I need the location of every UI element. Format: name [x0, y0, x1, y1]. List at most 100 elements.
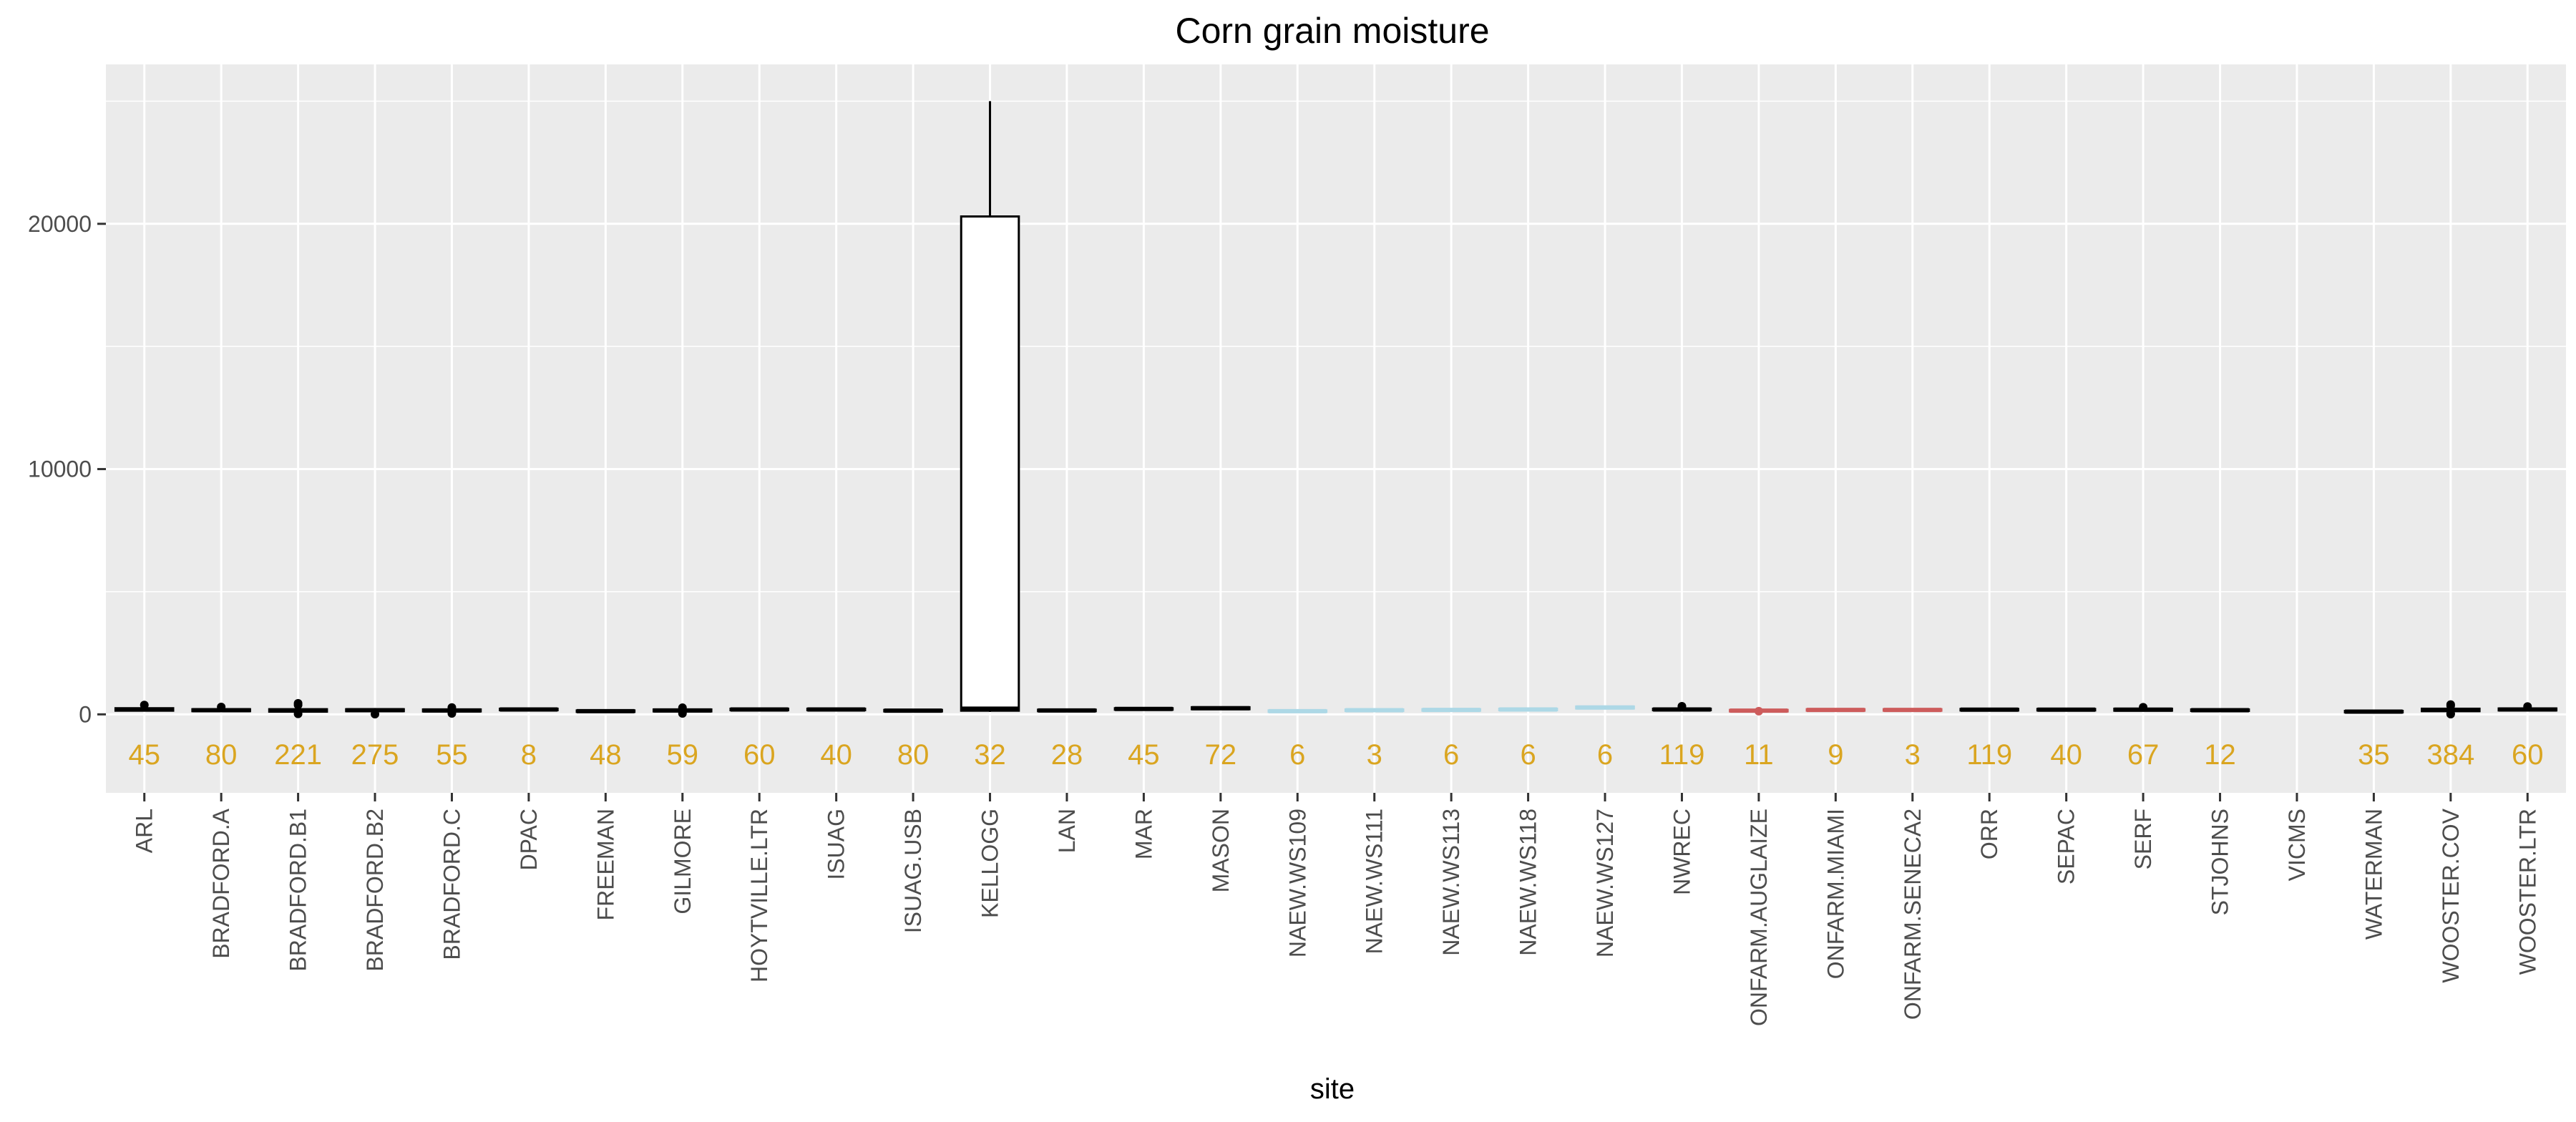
box-onfarm-seneca2 [1882, 708, 1943, 713]
outlier-point [140, 701, 149, 710]
box-naew-ws113 [1421, 708, 1481, 713]
box-isuag [806, 707, 867, 712]
x-tick-label: NAEW.WS109 [1284, 809, 1310, 957]
boxes [114, 101, 2558, 718]
count-label: 45 [128, 739, 160, 771]
box-dpac [499, 707, 559, 712]
outlier-point [293, 709, 303, 718]
outlier-point [447, 703, 457, 712]
outlier-point [2139, 703, 2148, 712]
outlier-point [2446, 709, 2455, 718]
x-tick-label: ONFARM.MIAMI [1823, 809, 1848, 979]
outlier-point [1754, 706, 1763, 716]
outlier-point [217, 703, 226, 712]
count-label: 67 [2127, 739, 2160, 771]
y-axis: 0 10000 20000 [28, 211, 106, 727]
grid-lines [106, 64, 2566, 793]
count-label: 6 [1520, 739, 1536, 771]
box-waterman [2343, 709, 2404, 714]
count-label: 119 [1659, 739, 1705, 771]
x-tick-label: ISUAG.USB [900, 809, 926, 933]
x-axis: ARL BRADFORD.A BRADFORD.B1 BRADFORD.B2 BRADF… [132, 793, 2540, 1026]
box-wooster-cov [2421, 700, 2481, 718]
chart-title: Corn grain moisture [1175, 11, 1489, 51]
count-label: 6 [1443, 739, 1459, 771]
count-label: 32 [974, 739, 1006, 771]
box-bradford-a [191, 703, 251, 713]
y-tick-label: 10000 [28, 457, 92, 482]
count-label: 3 [1367, 739, 1382, 771]
box-naew-ws109 [1267, 708, 1328, 713]
box-gilmore [652, 703, 713, 718]
x-tick-label: MASON [1208, 809, 1234, 892]
box-wooster-ltr [2497, 702, 2558, 712]
box-serf [2113, 703, 2173, 712]
count-label: 48 [590, 739, 622, 771]
x-tick-label: ISUAG [824, 809, 849, 880]
outlier-point [1677, 703, 1687, 712]
box-naew-ws118 [1498, 707, 1558, 712]
outlier-point [2523, 702, 2532, 711]
y-tick-label: 20000 [28, 211, 92, 237]
outlier-point [293, 698, 303, 708]
x-tick-label: HOYTVILLE.LTR [746, 809, 772, 982]
box-nwrec [1652, 702, 1712, 712]
x-tick-label: NAEW.WS113 [1438, 809, 1464, 956]
count-label: 60 [743, 739, 776, 771]
count-label: 6 [1597, 739, 1613, 771]
x-tick-label: WATERMAN [2361, 809, 2386, 940]
count-label: 119 [1966, 739, 2012, 771]
box-hoytville-ltr [729, 707, 790, 712]
x-tick-label: BRADFORD.A [208, 808, 234, 958]
x-tick-label: BRADFORD.B2 [362, 809, 388, 972]
x-tick-label: WOOSTER.LTR [2514, 809, 2540, 975]
plot-panel [106, 64, 2566, 793]
count-label: 40 [820, 739, 852, 771]
box-naew-ws111 [1344, 708, 1405, 713]
outlier-point [371, 709, 380, 718]
x-tick-label: DPAC [516, 809, 542, 871]
count-label: 59 [667, 739, 699, 771]
count-label: 40 [2050, 739, 2082, 771]
count-label: 221 [274, 739, 322, 771]
x-tick-label: NAEW.WS118 [1516, 809, 1541, 956]
count-label: 6 [1289, 739, 1305, 771]
x-tick-label: VICMS [2284, 809, 2310, 881]
x-tick-label: GILMORE [670, 809, 696, 914]
x-tick-label: MAR [1131, 809, 1156, 859]
iqr-box [960, 215, 1020, 712]
box-isuag-usb [883, 708, 943, 713]
count-label: 72 [1205, 739, 1237, 771]
count-label: 80 [205, 739, 238, 771]
box-stjohns [2190, 708, 2250, 713]
count-label: 9 [1828, 739, 1843, 771]
x-tick-label: NAEW.WS111 [1362, 809, 1387, 954]
x-tick-label: NAEW.WS127 [1592, 809, 1618, 957]
x-tick-label: FREEMAN [592, 809, 618, 920]
count-label: 28 [1051, 739, 1083, 771]
box-onfarm-miami [1805, 708, 1866, 713]
count-label: 8 [521, 739, 537, 771]
box-sepac [2036, 707, 2097, 712]
box-naew-ws127 [1575, 705, 1635, 710]
count-label: 45 [1128, 739, 1160, 771]
outlier-point [447, 708, 457, 718]
outlier-point [2446, 701, 2455, 711]
count-label: 11 [1744, 739, 1774, 771]
x-tick-label: ARL [132, 809, 157, 853]
outlier-point [678, 703, 687, 713]
box-bradford-c [421, 703, 482, 718]
x-tick-label: SERF [2130, 809, 2156, 869]
x-tick-label: BRADFORD.B1 [286, 809, 311, 972]
box-lan [1037, 708, 1097, 713]
x-tick-label: ORR [1976, 809, 2002, 859]
x-tick-label: ONFARM.SENECA2 [1900, 809, 1926, 1020]
box-mason [1191, 706, 1251, 711]
x-tick-label: ONFARM.AUGLAIZE [1746, 809, 1772, 1026]
x-axis-title: site [1310, 1073, 1355, 1105]
box-mar [1113, 706, 1174, 711]
box-bradford-b1 [268, 698, 328, 718]
count-label: 60 [2512, 739, 2544, 771]
count-label: 3 [1905, 739, 1921, 771]
